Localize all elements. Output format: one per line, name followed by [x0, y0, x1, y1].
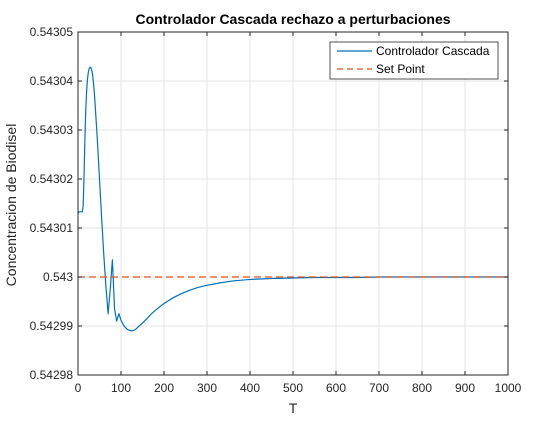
x-tick-label: 700 [369, 381, 389, 395]
y-tick-label: 0.54299 [30, 319, 74, 333]
chart-title: Controlador Cascada rechazo a perturbaci… [135, 11, 450, 27]
legend-label-set-point: Set Point [376, 62, 425, 76]
x-tick-label: 600 [326, 381, 346, 395]
legend: Controlador Cascada Set Point [329, 41, 499, 80]
legend-label-controlador-cascada: Controlador Cascada [376, 44, 490, 58]
x-tick-label: 800 [412, 381, 432, 395]
x-tick-label: 400 [240, 381, 260, 395]
legend-box [329, 41, 499, 80]
y-tick-label: 0.54303 [30, 123, 74, 137]
y-tick-label: 0.54302 [30, 172, 74, 186]
x-axis-ticks: 0 100 200 300 400 500 600 700 800 900 1000 [75, 32, 522, 395]
x-axis-label: T [289, 400, 298, 416]
y-tick-label: 0.54298 [30, 368, 74, 382]
series-layer [77, 66, 508, 332]
y-tick-label: 0.543 [43, 270, 73, 284]
x-tick-label: 200 [154, 381, 174, 395]
x-tick-label: 500 [283, 381, 303, 395]
y-tick-label: 0.54301 [30, 221, 74, 235]
y-axis-ticks: 0.54298 0.54299 0.543 0.54301 0.54302 0.54303… [30, 25, 508, 382]
x-tick-label: 0 [75, 381, 82, 395]
x-tick-label: 300 [197, 381, 217, 395]
x-tick-label: 900 [455, 381, 475, 395]
x-tick-label: 1000 [495, 381, 522, 395]
y-tick-label: 0.54304 [30, 74, 74, 88]
y-axis-label: Concentracion de Biodisel [3, 124, 19, 287]
x-tick-label: 100 [111, 381, 131, 395]
series-line-controlador-cascada [77, 66, 508, 332]
y-tick-label: 0.54305 [30, 25, 74, 39]
